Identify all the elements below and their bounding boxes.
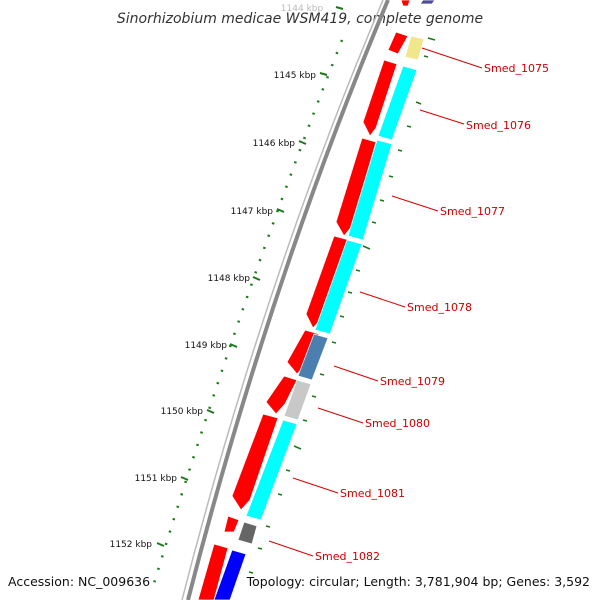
- cds-feature: [387, 31, 409, 55]
- kbp-label-1146: 1146 kbp: [253, 139, 296, 149]
- cds-feature: [335, 137, 377, 237]
- cds-feature: [231, 413, 279, 511]
- cds-feature: [223, 515, 240, 533]
- gene-label-smed-1076[interactable]: Smed_1076: [466, 119, 531, 132]
- kbp-label-1149: 1149 kbp: [185, 341, 228, 351]
- cds-feature: [362, 59, 398, 137]
- kbp-label-1152: 1152 kbp: [110, 540, 153, 550]
- kbp-label-1147: 1147 kbp: [231, 207, 274, 217]
- cds-feature: [400, 0, 411, 7]
- kbp-label-1150: 1150 kbp: [161, 407, 204, 417]
- feature-light-gray: [283, 379, 312, 421]
- feature-blast-hit: [377, 65, 418, 141]
- accession-text: Accession: NC_009636: [8, 574, 150, 589]
- inner-ticks: [248, 37, 436, 574]
- cds-feature: [265, 375, 298, 415]
- cds-track: [197, 0, 411, 600]
- kbp-label-1145: 1145 kbp: [274, 71, 317, 81]
- cds-feature: [197, 543, 229, 600]
- gene-label-smed-1081[interactable]: Smed_1081: [340, 487, 405, 500]
- kbp-tick-marks: [156, 6, 344, 547]
- annotation-track: [213, 0, 436, 600]
- feature-navy: [419, 0, 436, 5]
- outer-dotted-ring: [150, 39, 344, 591]
- feature-blue: [213, 549, 247, 600]
- feature-blast-hit: [314, 239, 363, 335]
- feature-blast-hit: [347, 139, 393, 241]
- backbone-outer: [186, 0, 390, 600]
- backbone-inner: [181, 0, 384, 600]
- gene-label-smed-1080[interactable]: Smed_1080: [365, 417, 430, 430]
- gene-callouts: [268, 47, 483, 557]
- kbp-label-1148: 1148 kbp: [208, 274, 251, 284]
- gene-label-smed-1078[interactable]: Smed_1078: [407, 301, 472, 314]
- feature-steel: [297, 333, 329, 381]
- feature-blast-hit: [245, 419, 298, 521]
- map-title: Sinorhizobium medicae WSM419, complete g…: [117, 11, 483, 27]
- gene-label-smed-1082[interactable]: Smed_1082: [315, 550, 380, 563]
- genome-summary-text: Topology: circular; Length: 3,781,904 bp…: [246, 574, 590, 589]
- gene-label-smed-1079[interactable]: Smed_1079: [380, 375, 445, 388]
- gene-label-smed-1077[interactable]: Smed_1077: [440, 205, 505, 218]
- gene-label-smed-1075[interactable]: Smed_1075: [484, 62, 549, 75]
- feature-khaki: [404, 35, 425, 61]
- feature-dark-gray: [237, 521, 258, 545]
- kbp-label-1144: 1144 kbp: [281, 4, 324, 14]
- kbp-label-1151: 1151 kbp: [135, 474, 178, 484]
